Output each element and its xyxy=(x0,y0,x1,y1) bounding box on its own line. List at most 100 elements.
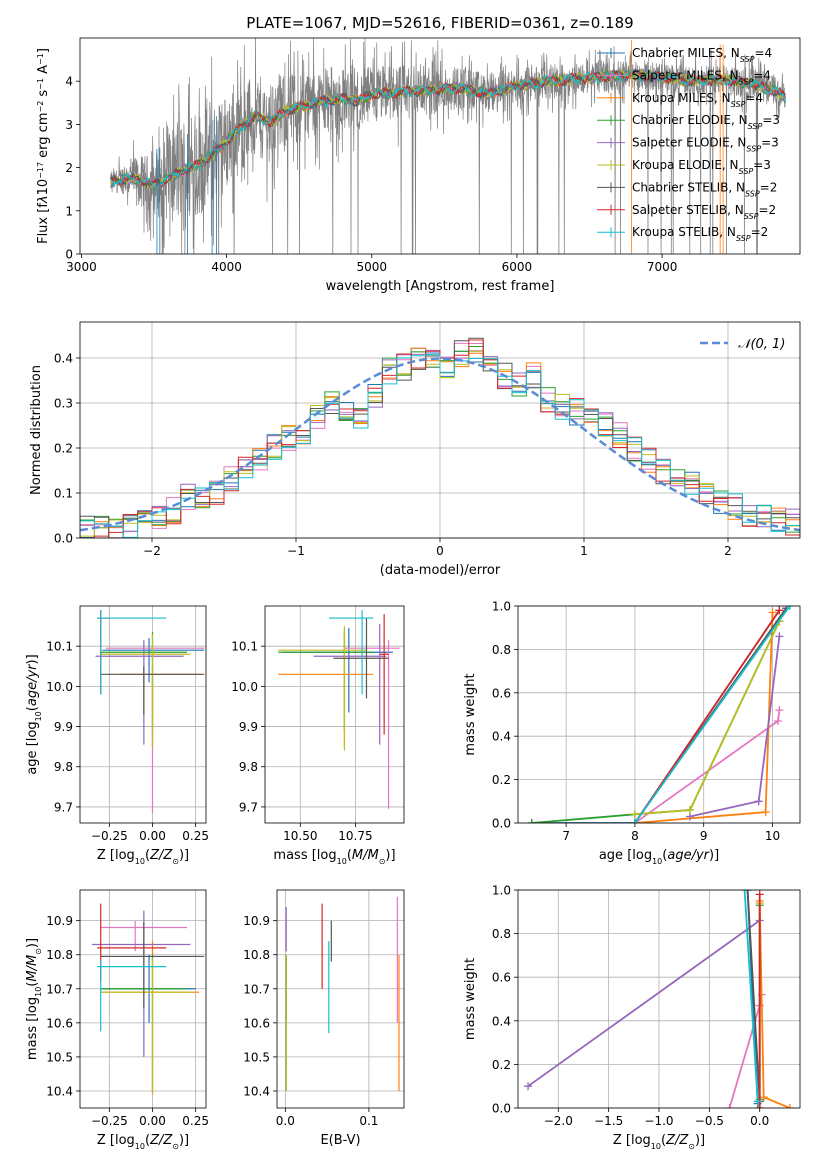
axes-frame xyxy=(79,37,801,255)
x-axis-label: age [log10(age/yr)] xyxy=(599,848,719,866)
weight-marker-salpeter-miles xyxy=(775,706,784,715)
legend-label-sub: SSP xyxy=(740,55,755,64)
legend-label-sub: SSP xyxy=(745,189,760,198)
weight-marker-salpeter-stelib xyxy=(755,1104,764,1108)
x-tick-label: 9 xyxy=(700,829,708,843)
figure-title: PLATE=1067, MJD=52616, FIBERID=0361, z=0… xyxy=(246,14,633,32)
x-tick-label: 0.00 xyxy=(139,829,166,843)
axes-frame xyxy=(517,605,801,824)
legend-label-tail: =3 xyxy=(762,113,780,127)
y-tick-label: 10.4 xyxy=(243,1084,270,1098)
y-tick-label: 0.6 xyxy=(492,971,511,985)
legend-label-tail: =4 xyxy=(753,68,771,82)
y-tick-label: 10.0 xyxy=(46,680,73,694)
x-tick-label: 0.1 xyxy=(359,1114,378,1128)
y-tick-label: 9.8 xyxy=(239,760,258,774)
legend-label-sub: SSP xyxy=(739,167,754,176)
y-tick-label: 9.9 xyxy=(54,720,73,734)
y-tick-label: 10.8 xyxy=(46,948,73,962)
mass-vs-EBV-plot-area xyxy=(285,896,400,1091)
y-axis-label: mass weight xyxy=(463,673,478,755)
y-tick-label: 0.3 xyxy=(54,397,73,411)
legend-label: Kroupa STELIB, NSSP=2 xyxy=(632,225,768,243)
y-axis-label: Normed distribution xyxy=(29,365,44,495)
y-axis-label: mass [log10(M/M⊙)] xyxy=(25,938,43,1060)
axes-frame xyxy=(79,889,207,1109)
legend-label-main: Salpeter STELIB, N xyxy=(632,203,744,217)
histogram-step-kroupa-stelib xyxy=(80,354,800,538)
x-tick-label: 4000 xyxy=(211,260,242,274)
x-tick-label: 2 xyxy=(724,544,732,558)
legend-label-sub: SSP xyxy=(744,211,759,220)
x-tick-label: −1.5 xyxy=(594,1114,623,1128)
legend-label-main: Kroupa STELIB, N xyxy=(632,225,736,239)
y-tick-label: 10.0 xyxy=(231,680,258,694)
x-axis-label: mass [log10(M/M⊙)] xyxy=(273,848,395,866)
y-tick-label: 9.8 xyxy=(54,760,73,774)
y-tick-label: 0.6 xyxy=(492,686,511,700)
x-tick-label: −0.5 xyxy=(695,1114,724,1128)
weight-vs-Z-plot-area xyxy=(524,890,794,1108)
weight-vs-age-chart: 7 8 9 10 0.0 0.2 0.4 0.6 0.8 1.0 age [log10(age/yr… xyxy=(463,600,801,866)
x-axis-label: wavelength [Angstrom, rest frame] xyxy=(326,279,555,294)
x-tick-label: 7 xyxy=(562,829,570,843)
legend-label: Salpeter STELIB, NSSP=2 xyxy=(632,203,776,221)
y-tick-label: 0.4 xyxy=(54,352,73,366)
weight-marker-kroupa-elodie xyxy=(685,805,694,814)
y-tick-label: 10.9 xyxy=(46,914,73,928)
weight-marker-salpeter-stelib xyxy=(775,606,784,615)
y-tick-label: 0.0 xyxy=(492,1102,511,1116)
x-tick-label: 10.50 xyxy=(283,829,317,843)
weight-marker-chabrier-stelib xyxy=(743,890,752,894)
weight-line-salpeter-miles xyxy=(634,710,781,823)
legend-label-tail: =3 xyxy=(753,158,771,172)
age-vs-Z-chart: −0.25 0.00 0.25 9.7 9.8 9.9 10.0 10.1 Z [log10(Z… xyxy=(25,605,209,866)
x-tick-label: 7000 xyxy=(647,260,678,274)
y-tick-label: 0.1 xyxy=(54,487,73,501)
y-tick-label: 0 xyxy=(65,248,73,262)
weight-marker-kroupa-miles xyxy=(761,808,770,817)
weight-marker-salpeter-stelib xyxy=(755,890,764,899)
legend-label: Kroupa MILES, NSSP=4 xyxy=(632,91,763,109)
x-tick-label: 5000 xyxy=(357,260,388,274)
x-axis-label: Z [log10(Z/Z⊙)] xyxy=(97,1133,189,1151)
legend-label: Salpeter ELODIE, NSSP=3 xyxy=(632,136,779,154)
x-tick-label: −1 xyxy=(287,544,305,558)
legend-label-main: Chabrier ELODIE, N xyxy=(632,113,748,127)
x-tick-label: −0.25 xyxy=(91,1114,128,1128)
legend-label-main: Kroupa ELODIE, N xyxy=(632,158,739,172)
y-tick-label: 9.9 xyxy=(239,720,258,734)
y-tick-label: 10.1 xyxy=(231,640,258,654)
weight-marker-kroupa-miles xyxy=(785,1104,794,1108)
legend-label-main: Chabrier STELIB, N xyxy=(632,180,745,194)
legend-label-sub: SSP xyxy=(731,99,746,108)
axes-frame xyxy=(517,889,801,1109)
weight-marker-kroupa-stelib xyxy=(785,606,794,610)
weight-line-kroupa-miles xyxy=(758,900,791,1108)
y-tick-label: 1.0 xyxy=(492,884,511,898)
x-axis-label: (data-model)/error xyxy=(380,563,501,578)
spectrum-chart: 3000 4000 5000 6000 7000 0 1 2 3 4 wavelength [Ang… xyxy=(36,37,801,294)
axes-frame xyxy=(264,605,405,824)
y-tick-label: 10.6 xyxy=(243,1016,270,1030)
legend-label-main: Salpeter MILES, N xyxy=(632,68,739,82)
y-tick-label: 0.4 xyxy=(492,1014,511,1028)
legend-label-main: Kroupa MILES, N xyxy=(632,91,731,105)
legend-label: Chabrier ELODIE, NSSP=3 xyxy=(632,113,780,131)
axes-frame xyxy=(79,321,801,539)
y-tick-label: 10.7 xyxy=(46,982,73,996)
y-tick-label: 10.5 xyxy=(46,1050,73,1064)
legend-label-sub: SSP xyxy=(736,234,751,243)
weight-line-kroupa-stelib xyxy=(743,890,759,1102)
x-tick-label: 0.25 xyxy=(182,829,209,843)
x-tick-label: −0.25 xyxy=(91,829,128,843)
legend-label-tail: =2 xyxy=(760,180,778,194)
gaussian-curve xyxy=(80,357,800,532)
legend-label-tail: =4 xyxy=(745,91,763,105)
y-tick-label: 0.8 xyxy=(492,927,511,941)
y-tick-label: 10.8 xyxy=(243,948,270,962)
axes-frame xyxy=(79,605,207,824)
y-tick-label: 1 xyxy=(65,204,73,218)
